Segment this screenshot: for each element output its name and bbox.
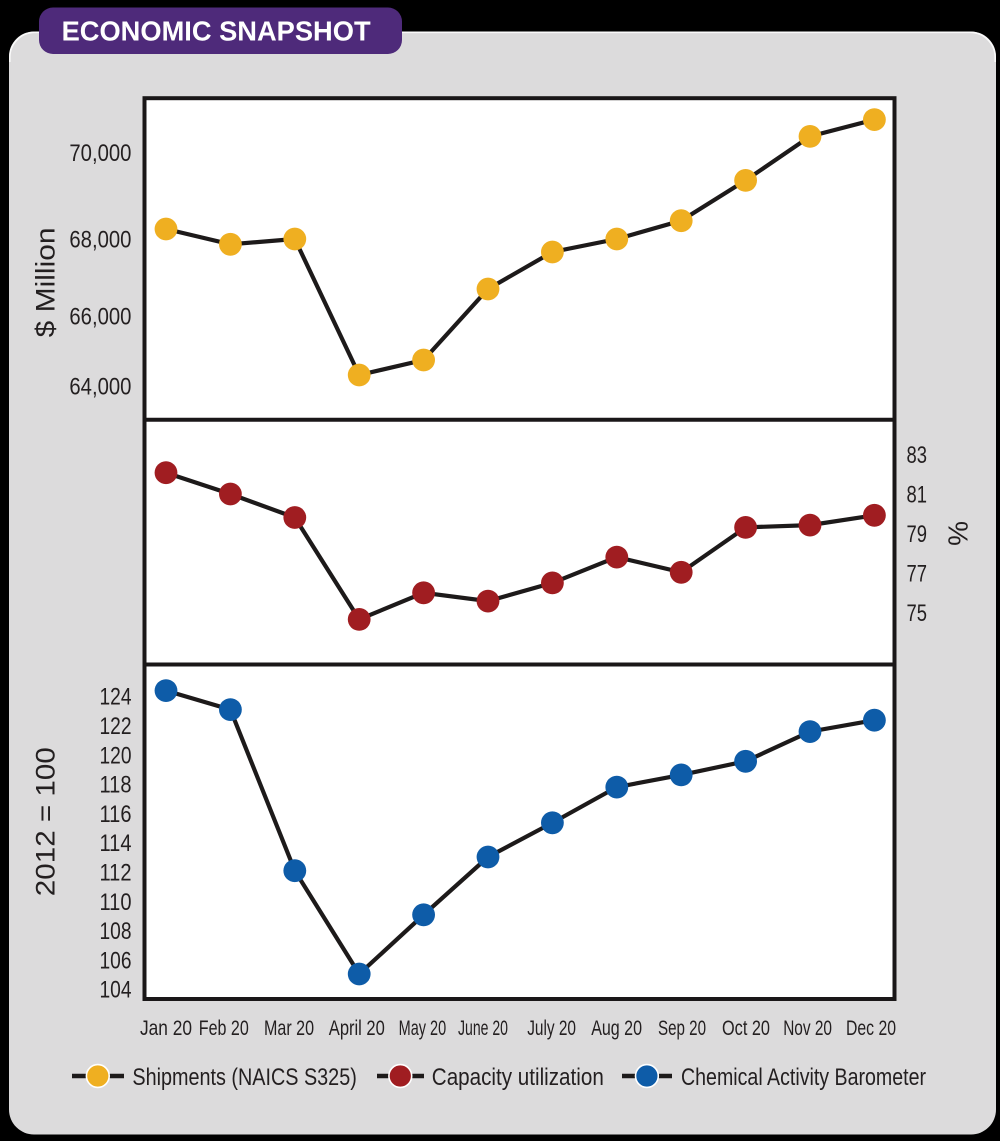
- svg-text:April 20: April 20: [329, 1017, 385, 1040]
- svg-text:May 20: May 20: [399, 1017, 447, 1040]
- svg-text:June 20: June 20: [458, 1017, 508, 1040]
- svg-text:$ Million: $ Million: [31, 227, 61, 337]
- svg-text:68,000: 68,000: [69, 226, 131, 253]
- svg-text:106: 106: [100, 947, 132, 974]
- svg-text:Capacity utilization: Capacity utilization: [432, 1064, 604, 1091]
- svg-text:Shipments (NAICS S325): Shipments (NAICS S325): [132, 1064, 356, 1091]
- svg-text:Dec 20: Dec 20: [846, 1017, 896, 1040]
- svg-text:124: 124: [100, 684, 132, 711]
- svg-text:70,000: 70,000: [69, 140, 131, 167]
- svg-text:116: 116: [100, 801, 132, 828]
- svg-text:104: 104: [100, 977, 132, 1004]
- svg-text:Mar 20: Mar 20: [264, 1017, 314, 1040]
- svg-text:83: 83: [907, 442, 928, 469]
- svg-text:110: 110: [100, 889, 132, 916]
- svg-text:64,000: 64,000: [69, 374, 131, 401]
- svg-text:ECONOMIC SNAPSHOT: ECONOMIC SNAPSHOT: [62, 16, 371, 47]
- svg-text:114: 114: [100, 830, 132, 857]
- svg-text:112: 112: [100, 860, 132, 887]
- svg-text:118: 118: [100, 772, 132, 799]
- svg-text:%: %: [942, 521, 973, 546]
- svg-text:Nov 20: Nov 20: [783, 1017, 832, 1040]
- svg-text:66,000: 66,000: [69, 304, 131, 331]
- svg-text:Sep 20: Sep 20: [658, 1017, 706, 1040]
- svg-text:2012 = 100: 2012 = 100: [31, 747, 61, 896]
- svg-text:108: 108: [100, 918, 132, 945]
- svg-text:Chemical Activity Barometer: Chemical Activity Barometer: [681, 1064, 926, 1091]
- svg-text:79: 79: [907, 521, 928, 548]
- svg-text:Oct 20: Oct 20: [722, 1017, 770, 1040]
- svg-text:81: 81: [907, 482, 928, 509]
- svg-text:120: 120: [100, 742, 132, 769]
- svg-text:July 20: July 20: [527, 1017, 576, 1040]
- svg-text:77: 77: [907, 561, 928, 588]
- svg-text:Jan 20: Jan 20: [140, 1017, 192, 1040]
- svg-text:Aug 20: Aug 20: [591, 1017, 642, 1040]
- svg-text:122: 122: [100, 713, 132, 740]
- svg-text:Feb 20: Feb 20: [199, 1017, 249, 1040]
- svg-text:75: 75: [907, 600, 928, 627]
